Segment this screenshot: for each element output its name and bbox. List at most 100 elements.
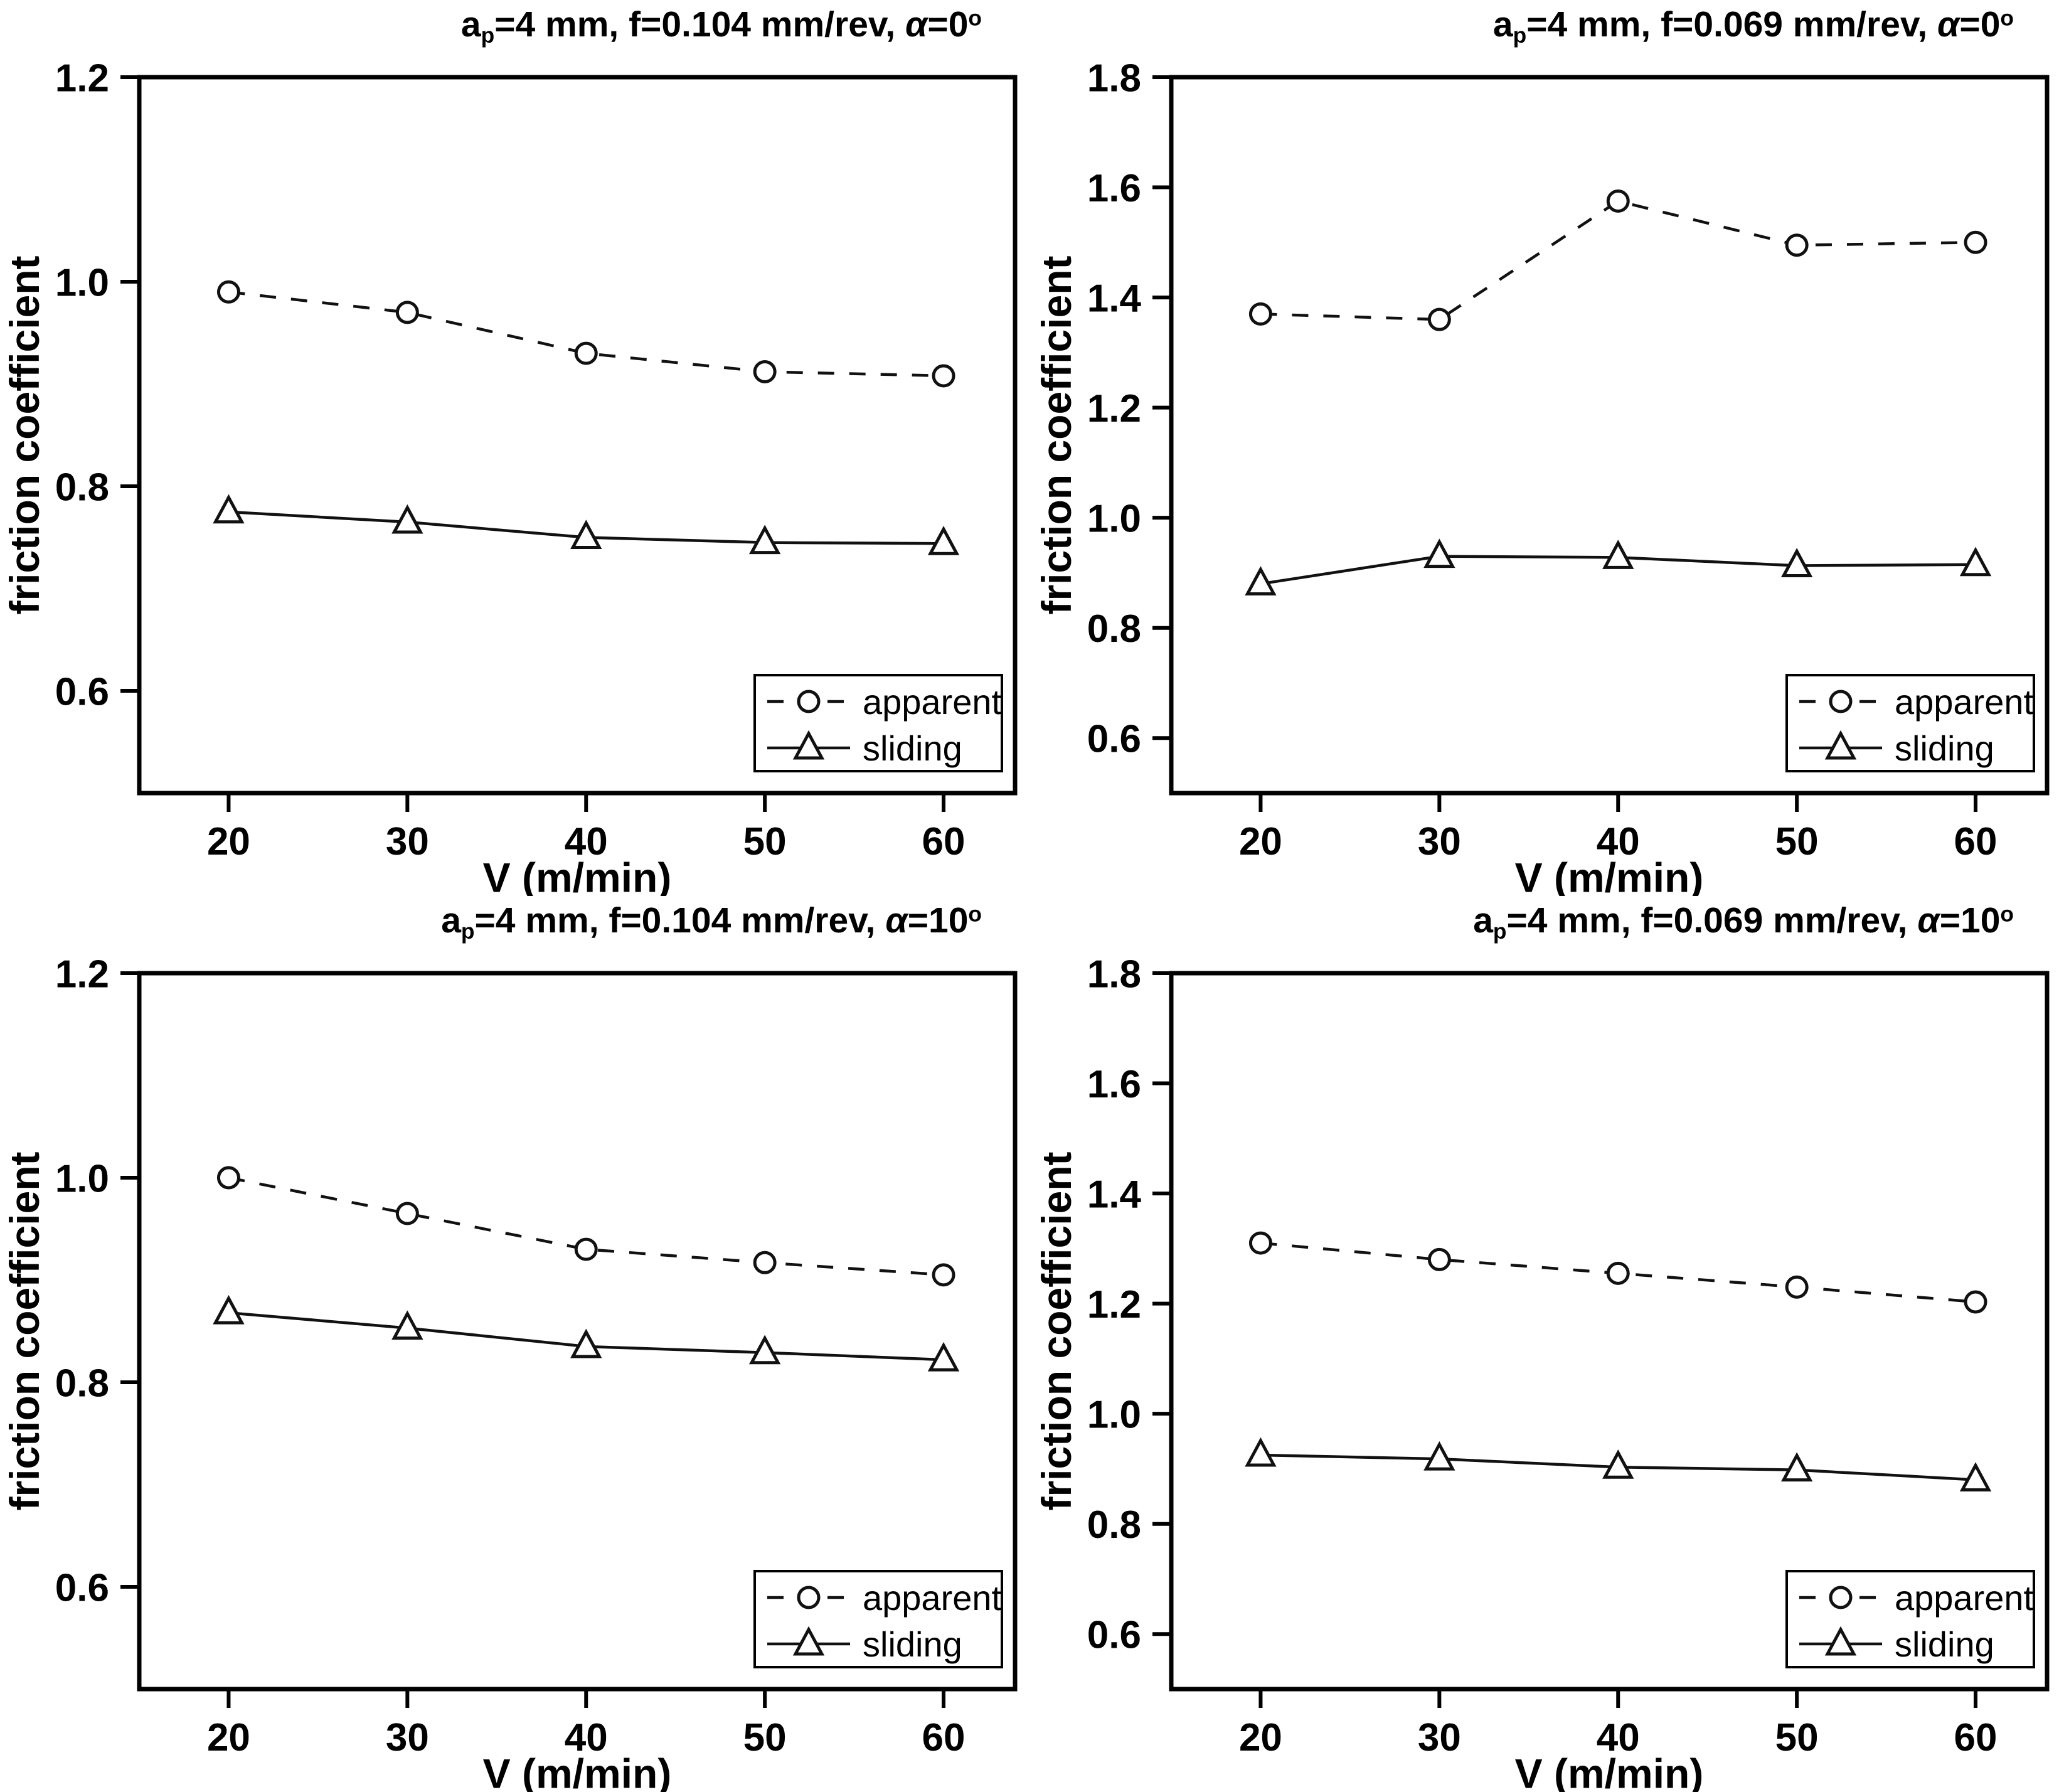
chart-title-segment: =0 (1959, 4, 2001, 45)
x-tick-label: 20 (1239, 820, 1282, 863)
legend-marker-apparent (1829, 1586, 1853, 1609)
plot-frame (137, 75, 1018, 796)
x-tick-label: 30 (386, 1716, 429, 1759)
x-tick-label: 40 (1597, 1716, 1640, 1759)
series-marker-apparent (395, 301, 419, 324)
series-marker-sliding (213, 1294, 245, 1325)
series-marker-sliding (1780, 548, 1813, 578)
legend-label-sliding: sliding (1895, 728, 1994, 768)
y-axis-label: friction coefficient (1, 255, 48, 614)
chart-title-segment: a (460, 4, 481, 45)
chart-title-segment: α (1917, 900, 1940, 941)
chart-canvas: 0.6 0.8 1.0 1.2 1.4 1.6 1.8 20 30 40 50 60 V (m/min)… (1033, 952, 2050, 1792)
series-marker-apparent (1427, 307, 1451, 331)
x-tick-label: 50 (1775, 820, 1819, 863)
series-marker-sliding (1780, 1452, 1813, 1482)
legend-marker-sliding (1824, 1626, 1857, 1656)
chart-title-segment: o (968, 6, 982, 31)
x-tick-label: 30 (1418, 820, 1461, 863)
chart-panel-bottom-left: ap=4 mm, f=0.104 mm/rev, α=10o 0.6 0.8 1.0… (0, 896, 1032, 1792)
chart-panel-top-left: ap=4 mm, f=0.104 mm/rev, α=0o 0.6 0.8 1.0 1… (0, 0, 1032, 896)
legend-marker-apparent (797, 1586, 821, 1609)
chart-title: ap=4 mm, f=0.069 mm/rev, α=10o (1473, 900, 2014, 944)
plot-frame (137, 971, 1018, 1692)
x-tick-label: 50 (743, 820, 787, 863)
y-tick-label: 1.0 (55, 1157, 109, 1200)
chart-title-segment: =4 mm, f=0.069 mm/rev, (1506, 900, 1918, 941)
y-tick-label: 1.4 (1087, 277, 1142, 320)
series-marker-apparent (753, 1251, 777, 1274)
x-axis-label: V (m/min) (483, 854, 672, 896)
legend-marker-apparent (797, 690, 821, 713)
legend-marker-apparent (1829, 690, 1853, 713)
legend-label-sliding: sliding (1895, 1624, 1994, 1664)
x-tick-label: 40 (565, 1716, 608, 1759)
chart-panel-bottom-right: ap=4 mm, f=0.069 mm/rev, α=10o 0.6 0.8 1.0… (1032, 896, 2064, 1792)
series-marker-apparent (574, 341, 598, 365)
legend-label-apparent: apparent (863, 682, 1002, 722)
x-tick-label: 40 (1597, 820, 1640, 863)
chart-title-segment: p (1513, 23, 1527, 48)
series-marker-apparent (395, 1202, 419, 1225)
series-marker-sliding (1602, 1449, 1634, 1479)
chart-title-segment: a (441, 900, 461, 941)
series-marker-sliding (1245, 1437, 1277, 1467)
x-tick-label: 60 (1954, 820, 1998, 863)
series-marker-sliding (391, 504, 423, 534)
chart-title: ap=4 mm, f=0.104 mm/rev, α=10o (441, 900, 982, 944)
series-marker-apparent (1964, 230, 1987, 254)
chart-title-segment: o (968, 902, 982, 927)
chart-title: ap=4 mm, f=0.104 mm/rev, α=0o (461, 4, 982, 48)
x-tick-label: 60 (922, 1716, 966, 1759)
y-tick-label: 0.6 (55, 670, 109, 713)
series-marker-sliding (1423, 1441, 1455, 1471)
series-line-apparent (228, 291, 944, 378)
chart-title-segment: =10 (1939, 900, 2001, 941)
x-tick-label: 50 (743, 1716, 787, 1759)
legend-marker-sliding (792, 1626, 825, 1656)
chart-title-segment: a (1473, 900, 1493, 941)
series-marker-apparent (1606, 189, 1630, 213)
chart-canvas: 0.6 0.8 1.0 1.2 20 30 40 50 60 V (m/min) friction … (1, 952, 1018, 1792)
plot-frame (1169, 971, 2050, 1692)
series-marker-apparent (932, 364, 955, 388)
series-marker-sliding (748, 1335, 781, 1365)
y-tick-label: 0.8 (55, 466, 109, 509)
chart-canvas: 0.6 0.8 1.0 1.2 20 30 40 50 60 V (m/min) friction … (1, 56, 1018, 896)
x-tick-label: 50 (1775, 1716, 1819, 1759)
x-tick-label: 20 (207, 820, 250, 863)
chart-title-segment: o (2000, 902, 2014, 927)
x-tick-label: 20 (1239, 1716, 1282, 1759)
y-tick-label: 1.0 (55, 261, 109, 304)
chart-title-segment: α (1937, 4, 1960, 45)
y-tick-label: 1.2 (55, 56, 109, 100)
y-tick-label: 1.6 (1087, 1063, 1141, 1106)
legend-marker-sliding (1824, 730, 1857, 760)
y-tick-label: 1.2 (55, 952, 109, 996)
chart-title-segment: =0 (927, 4, 969, 45)
chart-title-segment: o (2000, 6, 2014, 31)
y-axis-label: friction coefficient (1033, 1151, 1080, 1510)
y-tick-label: 1.2 (1087, 387, 1141, 430)
y-tick-label: 1.8 (1087, 952, 1141, 996)
y-tick-label: 0.6 (55, 1566, 109, 1609)
series-line-apparent (1260, 200, 1976, 321)
chart-title-segment: =4 mm, f=0.104 mm/rev, (494, 4, 906, 45)
series-marker-sliding (1423, 538, 1455, 568)
series-marker-apparent (1427, 1247, 1451, 1271)
series-marker-sliding (570, 1328, 602, 1358)
x-tick-label: 40 (565, 820, 608, 863)
legend-label-apparent: apparent (863, 1578, 1002, 1618)
chart-title: ap=4 mm, f=0.069 mm/rev, α=0o (1493, 4, 2014, 48)
series-marker-apparent (753, 360, 777, 383)
series-marker-sliding (748, 525, 781, 555)
series-marker-sliding (1602, 540, 1634, 569)
y-tick-label: 0.8 (55, 1362, 109, 1405)
series-marker-apparent (1248, 302, 1272, 326)
series-marker-sliding (1959, 547, 1992, 577)
x-tick-label: 60 (922, 820, 966, 863)
chart-title-segment: a (1492, 4, 1513, 45)
y-tick-label: 1.6 (1087, 167, 1141, 210)
series-marker-apparent (216, 280, 240, 304)
